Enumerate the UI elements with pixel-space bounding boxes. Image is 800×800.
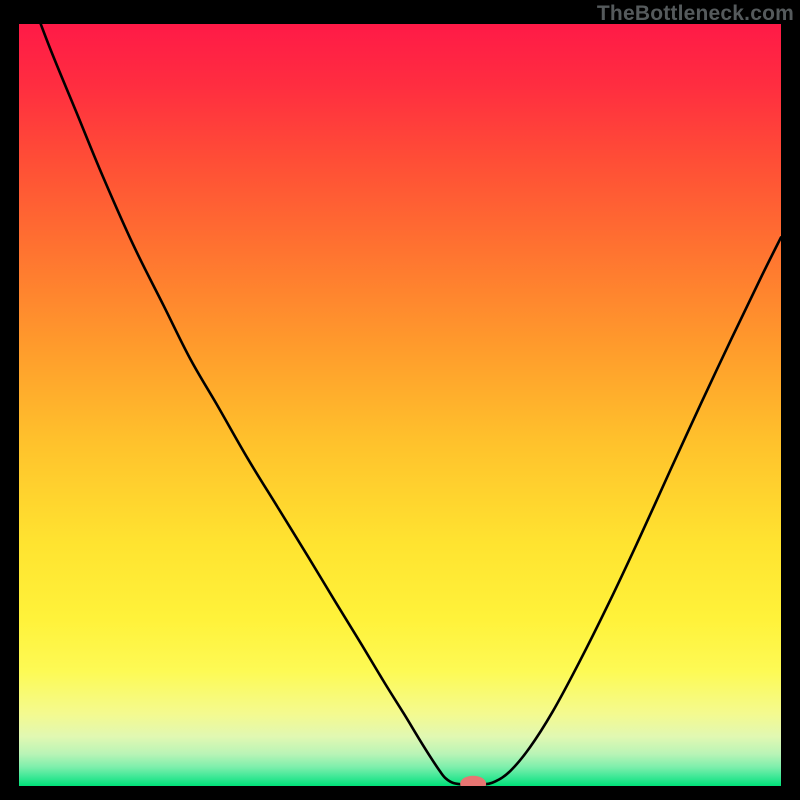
gradient-background [19, 24, 781, 786]
chart-svg [19, 24, 781, 786]
chart-frame: TheBottleneck.com [0, 0, 800, 800]
watermark-text: TheBottleneck.com [597, 2, 794, 26]
bottleneck-curve-chart [19, 24, 781, 786]
